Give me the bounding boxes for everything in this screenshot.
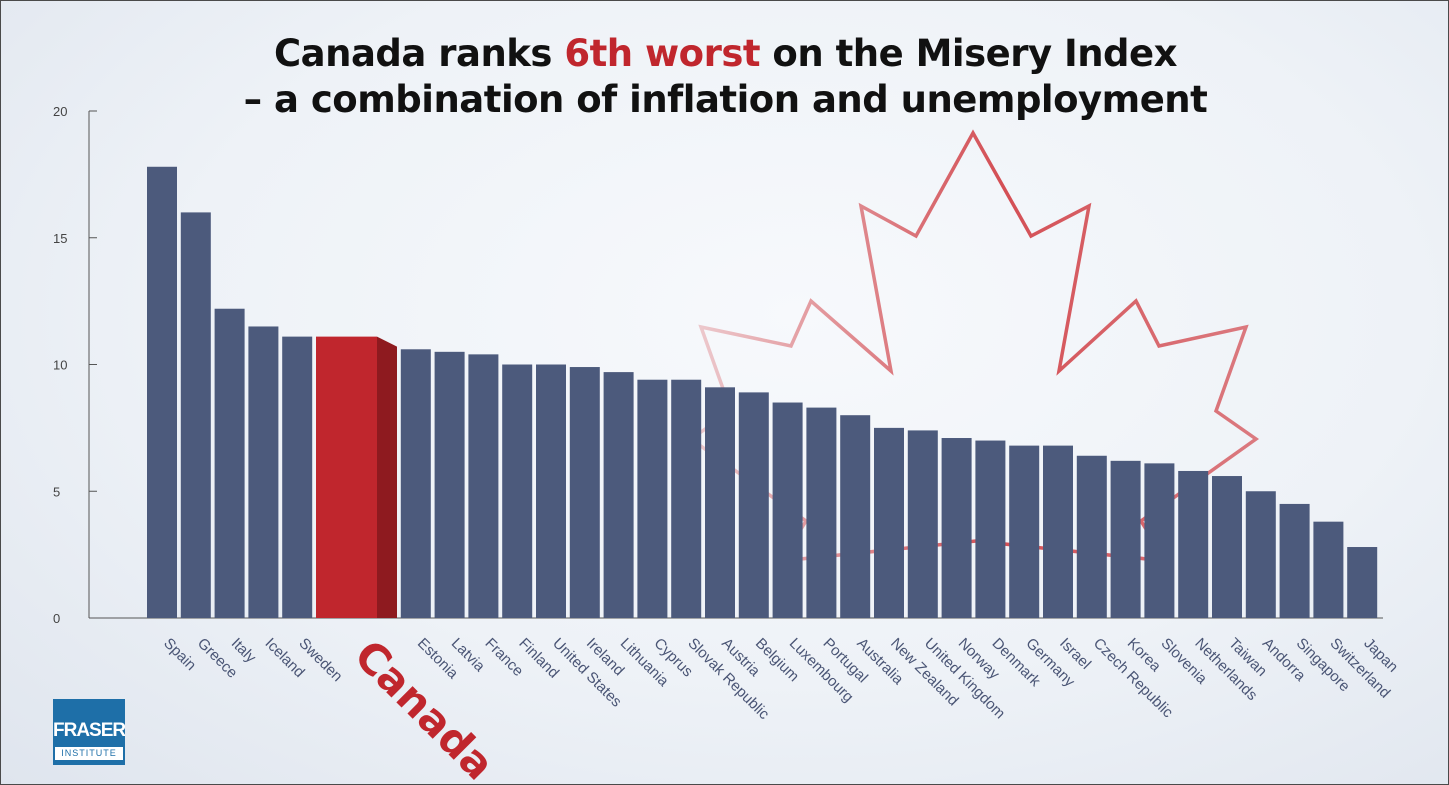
bar-estonia [400,349,431,618]
bar-ireland [569,367,600,618]
bar-greece [180,212,211,618]
bar-sweden [282,336,313,618]
bar-netherlands [1178,470,1209,618]
bar-iceland [248,326,279,618]
bar-new-zealand [874,427,904,618]
bar-andorra [1245,491,1276,618]
bar-norway [941,438,972,618]
bar-korea [1110,460,1141,618]
title-line-2: – a combination of inflation and unemplo… [243,78,1208,121]
x-tick-label: Spain [160,635,199,674]
logo-name: FRASER [53,720,125,741]
bar-canada-side [377,336,397,618]
logo-subtitle: INSTITUTE [55,747,123,760]
bar-france [468,354,499,618]
chart-title: Canada ranks 6th worst on the Misery Ind… [1,31,1448,123]
bar-portugal [806,407,837,618]
bar-united-kingdom [907,430,938,618]
bar-singapore [1279,503,1310,618]
bar-latvia [434,351,465,618]
bar-austria [705,387,735,618]
fraser-institute-logo: FRASER INSTITUTE [53,699,125,765]
bar-slovenia [1144,463,1175,618]
bar-australia [840,415,871,618]
bar-slovak-republic [671,379,702,618]
bar-germany [1009,445,1040,618]
bar-canada [316,336,377,618]
bar-spain [147,166,177,618]
y-tick-label: 15 [53,231,67,246]
bar-united-states [536,364,566,618]
y-tick-label: 0 [53,611,60,626]
y-tick-label: 5 [53,484,60,499]
bar-denmark [975,440,1006,618]
y-tick-label: 10 [53,358,67,373]
bars [147,166,1378,618]
bar-cyprus [637,379,668,618]
bar-italy [214,308,245,618]
y-tick-label: 20 [53,104,67,119]
title-pre: Canada ranks [273,32,565,75]
x-tick-label: Sweden [295,635,345,685]
bar-taiwan [1212,476,1242,618]
title-post: on the Misery Index [760,32,1177,75]
bar-czech-republic [1076,455,1107,618]
title-line-1: Canada ranks 6th worst on the Misery Ind… [1,31,1448,77]
bar-lithuania [603,372,634,618]
bar-japan [1347,547,1378,618]
title-highlight: 6th worst [564,32,761,75]
bar-israel [1043,445,1073,618]
bar-luxembourg [772,402,803,618]
bar-belgium [738,392,769,618]
bar-switzerland [1313,521,1344,618]
bar-finland [502,364,533,618]
